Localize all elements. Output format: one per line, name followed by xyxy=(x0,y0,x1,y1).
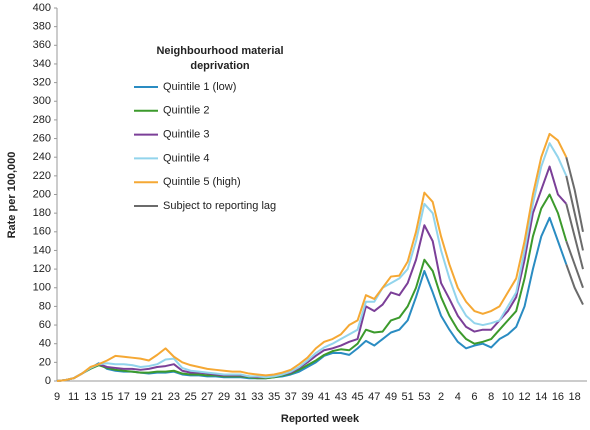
x-tick-label: 47 xyxy=(368,391,380,403)
y-tick-label: 20 xyxy=(39,356,51,368)
x-tick-label: 9 xyxy=(54,391,60,403)
x-tick-label: 41 xyxy=(318,391,330,403)
x-tick-label: 14 xyxy=(535,391,547,403)
x-tick-label: 29 xyxy=(218,391,230,403)
lag-line xyxy=(565,175,584,251)
x-tick-label: 25 xyxy=(184,391,196,403)
x-tick-label: 35 xyxy=(268,391,280,403)
y-tick-label: 100 xyxy=(33,282,51,294)
series-line xyxy=(56,142,568,382)
y-tick-label: 280 xyxy=(33,114,51,126)
series-line xyxy=(56,132,568,382)
x-tick-label: 13 xyxy=(84,391,96,403)
y-tick-label: 320 xyxy=(33,77,51,89)
y-tick-label: 40 xyxy=(39,338,51,350)
y-axis-label: Rate per 100,000 xyxy=(6,152,18,239)
x-tick-label: 11 xyxy=(68,391,79,403)
legend-label: Subject to reporting lag xyxy=(163,200,276,212)
x-tick-label: 23 xyxy=(168,391,180,403)
y-tick-label: 80 xyxy=(39,300,51,312)
y-tick-label: 380 xyxy=(33,21,51,33)
legend-label: Quintile 5 (high) xyxy=(163,176,241,188)
x-tick-label: 33 xyxy=(251,391,263,403)
x-tick-label: 49 xyxy=(385,391,397,403)
y-tick-label: 300 xyxy=(33,95,51,107)
x-tick-label: 21 xyxy=(151,391,163,403)
lag-line xyxy=(565,264,584,305)
legend-label: Quintile 1 (low) xyxy=(163,81,236,93)
lag-line xyxy=(565,203,584,270)
lag-line xyxy=(565,156,584,232)
legend-label: Quintile 2 xyxy=(163,105,209,117)
x-tick-label: 19 xyxy=(134,391,146,403)
y-tick-label: 180 xyxy=(33,207,51,219)
x-tick-label: 16 xyxy=(552,391,564,403)
x-tick-label: 53 xyxy=(418,391,430,403)
y-tick-label: 200 xyxy=(33,188,51,200)
x-tick-label: 6 xyxy=(471,391,477,403)
y-tick-label: 260 xyxy=(33,132,51,144)
y-tick-label: 220 xyxy=(33,170,51,182)
series-line xyxy=(56,193,568,382)
x-tick-label: 45 xyxy=(351,391,363,403)
legend-label: Quintile 4 xyxy=(163,152,209,164)
x-axis-label: Reported week xyxy=(281,413,360,425)
legend-label: Quintile 3 xyxy=(163,129,209,141)
x-tick-label: 39 xyxy=(301,391,313,403)
y-tick-label: 120 xyxy=(33,263,51,275)
x-tick-label: 2 xyxy=(438,391,444,403)
x-tick-label: 12 xyxy=(518,391,530,403)
x-tick-label: 37 xyxy=(285,391,297,403)
y-tick-label: 400 xyxy=(33,2,51,14)
x-tick-label: 8 xyxy=(488,391,494,403)
x-tick-label: 51 xyxy=(402,391,414,403)
x-tick-label: 10 xyxy=(502,391,514,403)
lag-line xyxy=(565,240,584,289)
x-tick-label: 4 xyxy=(455,391,461,403)
y-tick-label: 0 xyxy=(45,375,51,387)
x-tick-label: 18 xyxy=(569,391,581,403)
y-tick-label: 160 xyxy=(33,226,51,238)
y-tick-label: 340 xyxy=(33,58,51,70)
x-tick-label: 17 xyxy=(118,391,130,403)
y-tick-label: 240 xyxy=(33,151,51,163)
series-line xyxy=(56,165,568,382)
y-tick-label: 140 xyxy=(33,244,51,256)
x-tick-label: 15 xyxy=(101,391,113,403)
y-tick-label: 60 xyxy=(39,319,51,331)
x-tick-label: 27 xyxy=(201,391,213,403)
x-tick-label: 31 xyxy=(235,391,247,403)
x-tick-label: 43 xyxy=(335,391,347,403)
legend-title: Neighbourhood material deprivation xyxy=(156,45,284,72)
y-tick-label: 360 xyxy=(33,39,51,51)
